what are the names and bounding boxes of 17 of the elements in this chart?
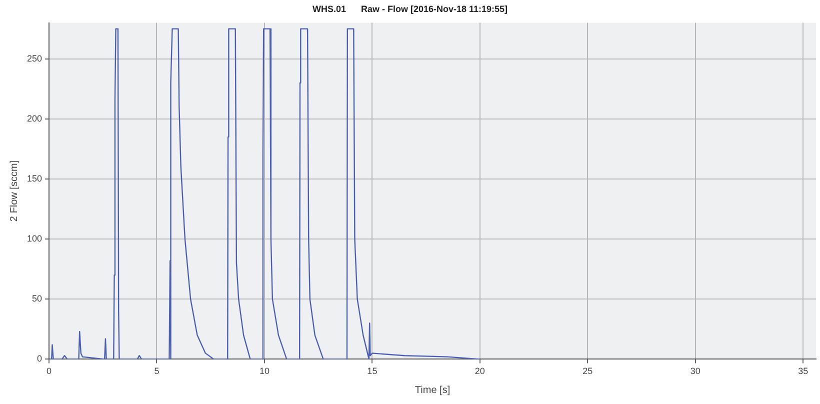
- x-axis-title: Time [s]: [414, 384, 450, 396]
- x-tick-label: 5: [154, 366, 160, 376]
- y-tick-label: 50: [32, 294, 42, 304]
- y-axis-title: 2 Flow [sccm]: [8, 160, 20, 222]
- x-tick-label: 10: [259, 366, 270, 376]
- y-tick-label: 200: [26, 113, 42, 124]
- x-tick-label: 0: [46, 366, 52, 376]
- x-tick-label: 25: [582, 366, 593, 376]
- x-tick-label: 35: [798, 366, 808, 376]
- chart-title: WHS.01 Raw - Flow [2016-Nov-18 11:19:55]: [312, 4, 508, 14]
- y-tick-label: 0: [37, 354, 42, 364]
- y-tick-label: 150: [26, 173, 42, 184]
- x-tick-label: 20: [474, 366, 485, 376]
- x-tick-label: 30: [690, 366, 700, 376]
- y-tick-label: 100: [26, 234, 42, 244]
- y-tick-label: 250: [26, 53, 42, 64]
- x-tick-label: 15: [367, 366, 378, 376]
